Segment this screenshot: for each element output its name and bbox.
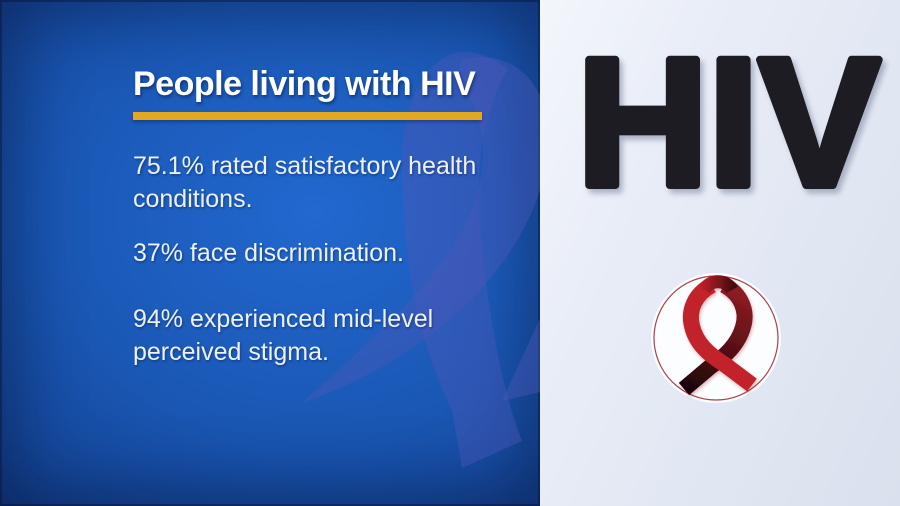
graphic-panel: HIV [540, 0, 900, 506]
ribbon-edge-fragment [502, 318, 540, 401]
stats-content: People living with HIV 75.1% rated satis… [133, 63, 491, 390]
circle-background [651, 273, 781, 403]
stat-text: 94% experienced mid-level perceived stig… [133, 305, 434, 366]
awareness-ribbon-watermark [303, 51, 540, 469]
stat-text: 75.1% rated satisfactory health conditio… [133, 152, 477, 213]
title-underline [133, 112, 482, 120]
page-title: People living with HIV [133, 65, 476, 103]
red-ribbon-icon [678, 275, 757, 396]
stats-list: 75.1% rated satisfactory health conditio… [133, 150, 491, 369]
hiv-headline: HIV [573, 16, 884, 200]
ribbon-left-strand [402, 51, 522, 469]
stats-panel: People living with HIV 75.1% rated satis… [0, 0, 540, 506]
ribbon-right-strand [303, 57, 540, 402]
hands-ribbon-graphic [651, 273, 781, 403]
headline-text: HIV [577, 20, 880, 200]
stat-text: 37% face discrimination. [133, 239, 404, 267]
